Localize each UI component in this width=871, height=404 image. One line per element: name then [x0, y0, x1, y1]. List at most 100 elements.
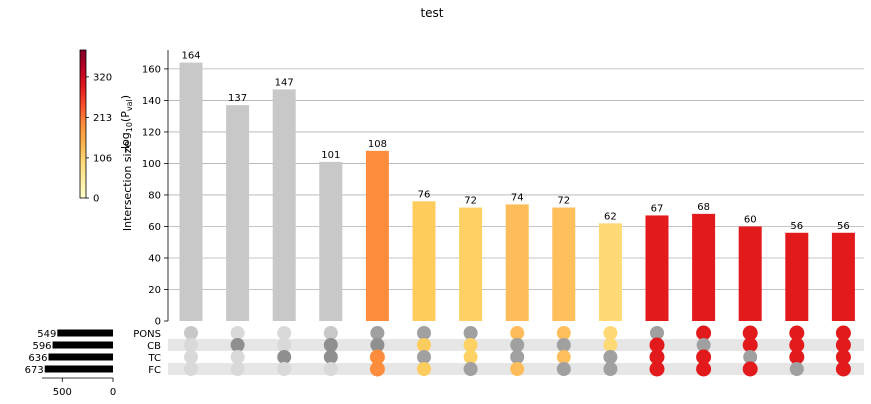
matrix-dot: [556, 326, 571, 340]
matrix-dot: [835, 361, 851, 377]
bar-value-label: 56: [790, 221, 803, 232]
matrix-dot: [370, 338, 385, 352]
matrix-dot: [510, 338, 525, 352]
matrix-dot: [556, 362, 571, 376]
matrix-dot: [463, 338, 478, 352]
matrix-dot: [323, 326, 338, 340]
matrix-dot: [370, 326, 385, 340]
matrix-dot: [184, 362, 198, 376]
matrix-dot: [463, 350, 478, 364]
bar-value-label: 147: [275, 77, 294, 88]
matrix-dot: [789, 337, 805, 353]
intersection-bar: [785, 232, 809, 321]
colorbar: 0 106 213 320 -log10(Pval): [79, 49, 134, 205]
matrix-dot: [696, 361, 712, 377]
matrix-dot: [789, 325, 805, 341]
matrix-dot: [230, 362, 245, 376]
matrix-dot: [696, 325, 712, 341]
set-size-label: 673: [25, 365, 44, 376]
bar-value-label: 72: [557, 196, 570, 207]
intersection-bar: [226, 105, 250, 321]
y-tick-label: 100: [142, 159, 161, 170]
y-tick-label: 0: [155, 317, 161, 328]
matrix-dot: [835, 325, 851, 341]
matrix-dot: [742, 337, 758, 353]
intersection-bar: [831, 232, 855, 321]
set-label: CB: [147, 341, 161, 352]
matrix-dot: [696, 338, 711, 352]
matrix-dot: [556, 338, 571, 352]
colorbar-tick-label: 106: [93, 153, 112, 164]
matrix-dot: [323, 350, 338, 364]
set-size-x-tick-label: 0: [110, 387, 116, 398]
matrix-dot: [742, 325, 758, 341]
matrix-dot: [649, 337, 665, 353]
colorbar-tick-label: 320: [93, 72, 112, 83]
y-axis-label: Intersection size: [121, 141, 134, 231]
matrix-dot: [696, 349, 712, 365]
intersection-bar: [598, 223, 622, 321]
y-tick-label: 20: [148, 285, 161, 296]
set-size-label: 636: [28, 353, 47, 364]
matrix-dot: [649, 361, 665, 377]
matrix-dot: [369, 349, 385, 365]
bar-value-label: 164: [181, 51, 200, 62]
matrix-dot: [277, 362, 292, 376]
matrix-dot: [603, 326, 618, 340]
intersection-bar: [692, 213, 716, 321]
bar-value-label: 76: [418, 189, 431, 200]
intersection-bar: [412, 201, 436, 321]
matrix-dot: [556, 350, 571, 364]
set-size-bar: [48, 353, 114, 361]
matrix-dot: [277, 326, 292, 340]
bar-value-label: 56: [837, 221, 850, 232]
bar-value-label: 137: [228, 93, 247, 104]
matrix-dot: [603, 350, 618, 364]
matrix-dot: [323, 362, 338, 376]
set-label: PONS: [133, 329, 161, 340]
bar-value-label: 67: [651, 203, 664, 214]
matrix-dot: [230, 338, 245, 352]
intersection-bar: [459, 207, 483, 321]
set-size-x-tick-label: 500: [53, 387, 72, 398]
matrix-dot: [649, 349, 665, 365]
intersection-bar: [645, 215, 669, 321]
colorbar-label: -log10(Pval): [119, 95, 134, 153]
y-tick-label: 120: [142, 127, 161, 138]
matrix-dot: [417, 326, 431, 340]
intersection-bar: [272, 89, 296, 322]
intersection-bar: [505, 204, 529, 321]
matrix-dot: [230, 326, 245, 340]
y-tick-label: 60: [148, 222, 161, 233]
chart-title: test: [420, 6, 443, 20]
matrix-dot: [417, 350, 431, 364]
matrix-dot: [835, 337, 851, 353]
set-label: TC: [147, 353, 161, 364]
matrix-dot: [603, 362, 618, 376]
matrix-dot: [277, 350, 292, 364]
bar-value-label: 108: [368, 139, 387, 150]
y-tick-label: 160: [142, 64, 161, 75]
intersection-bar: [552, 207, 576, 321]
matrix-dot: [789, 362, 804, 376]
colorbar-tick-label: 213: [93, 113, 112, 124]
matrix-dot: [789, 349, 805, 365]
matrix-dot: [835, 349, 851, 365]
matrix-dot: [603, 338, 618, 352]
bar-value-label: 72: [464, 196, 477, 207]
matrix-dot: [369, 361, 385, 377]
y-tick-label: 80: [148, 190, 161, 201]
matrix-dot: [417, 362, 431, 376]
matrix-dot: [230, 350, 245, 364]
intersection-bar: [319, 161, 343, 321]
bar-value-label: 60: [744, 214, 757, 225]
matrix-dot: [463, 362, 478, 376]
matrix-dot: [277, 338, 292, 352]
matrix-dot: [184, 338, 198, 352]
set-size-label: 596: [32, 341, 51, 352]
y-tick-label: 40: [148, 253, 161, 264]
bar-value-label: 68: [697, 202, 710, 213]
